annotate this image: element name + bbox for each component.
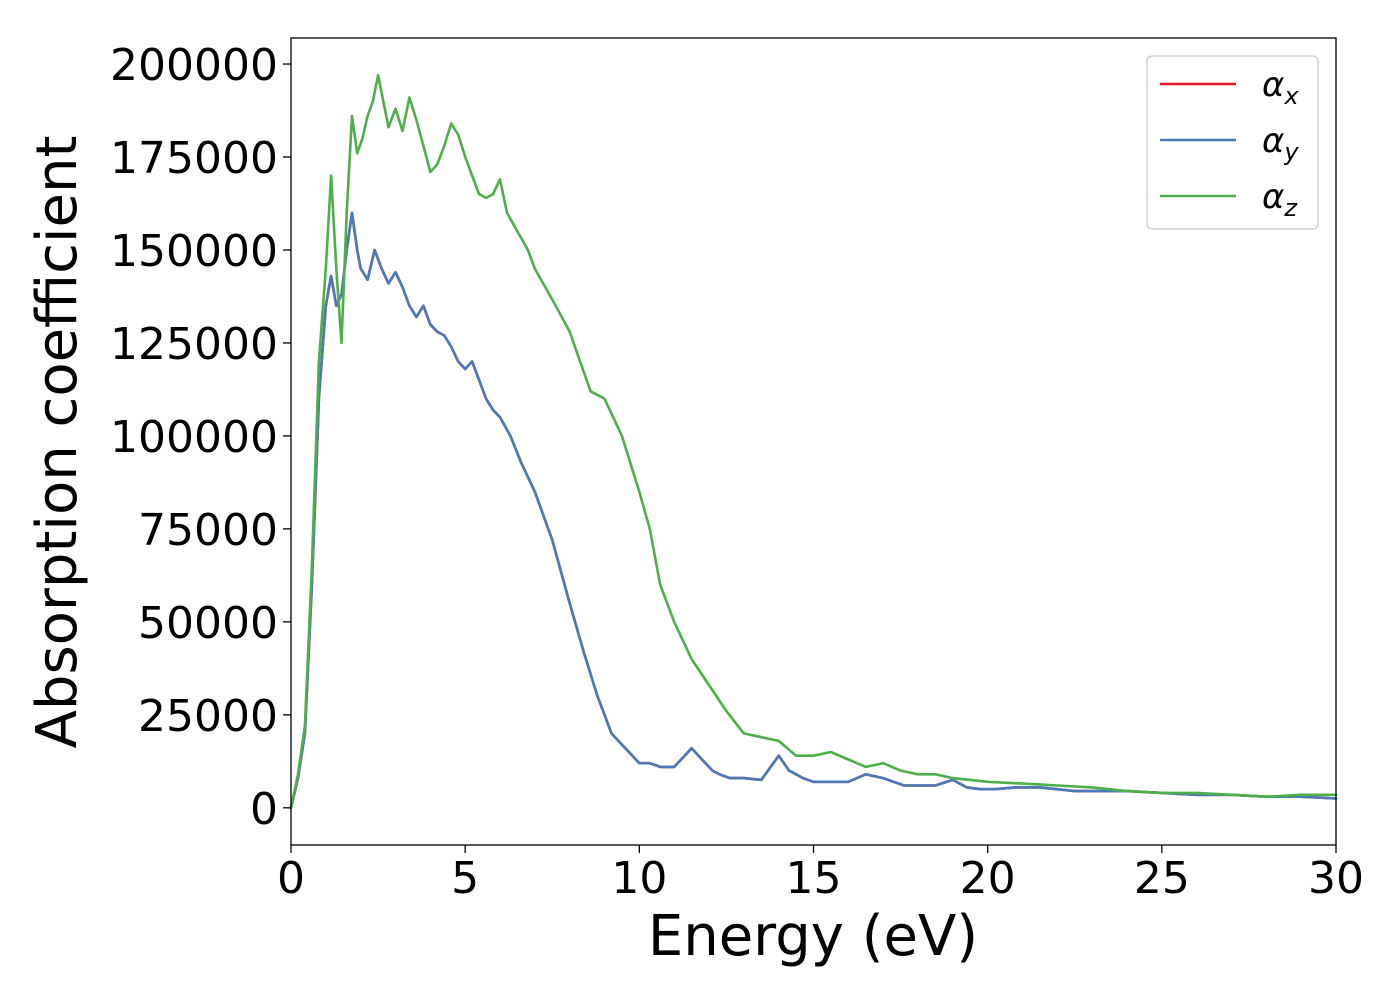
y-tick-label: 175000 [110,133,278,184]
x-tick-label: 15 [786,853,842,904]
legend: αx αy αz [1146,55,1319,230]
y-tick-label: 0 [250,784,278,835]
x-tick-label: 30 [1308,853,1364,904]
legend-label-alpha-y: αy [1262,121,1299,166]
x-tick-label: 25 [1134,853,1190,904]
x-axis-ticks: 0 5 10 15 20 25 30 [277,845,1364,904]
series-line-alpha-y [289,211,1338,810]
y-tick-label: 100000 [110,412,278,463]
y-tick-label: 150000 [110,226,278,277]
x-tick-label: 0 [277,853,305,904]
series-line-alpha-z [289,73,1338,810]
y-tick-label: 125000 [110,319,278,370]
y-tick-label: 75000 [138,505,278,556]
legend-label-alpha-x: αx [1262,65,1299,110]
x-tick-label: 20 [960,853,1016,904]
x-axis-label: Energy (eV) [648,904,978,969]
series-line-alpha-x [289,211,1338,810]
x-tick-label: 10 [611,853,667,904]
series-layer [289,73,1338,810]
x-tick-label: 5 [451,853,479,904]
y-tick-label: 25000 [138,691,278,742]
legend-box [1146,55,1319,230]
legend-label-alpha-z: αz [1262,177,1298,222]
y-tick-label: 50000 [138,598,278,649]
y-axis-ticks: 0 25000 50000 75000 100000 125000 150000 175000… [110,40,291,835]
y-tick-label: 200000 [110,40,278,91]
y-axis-label: Absorption coefficient [25,136,90,749]
